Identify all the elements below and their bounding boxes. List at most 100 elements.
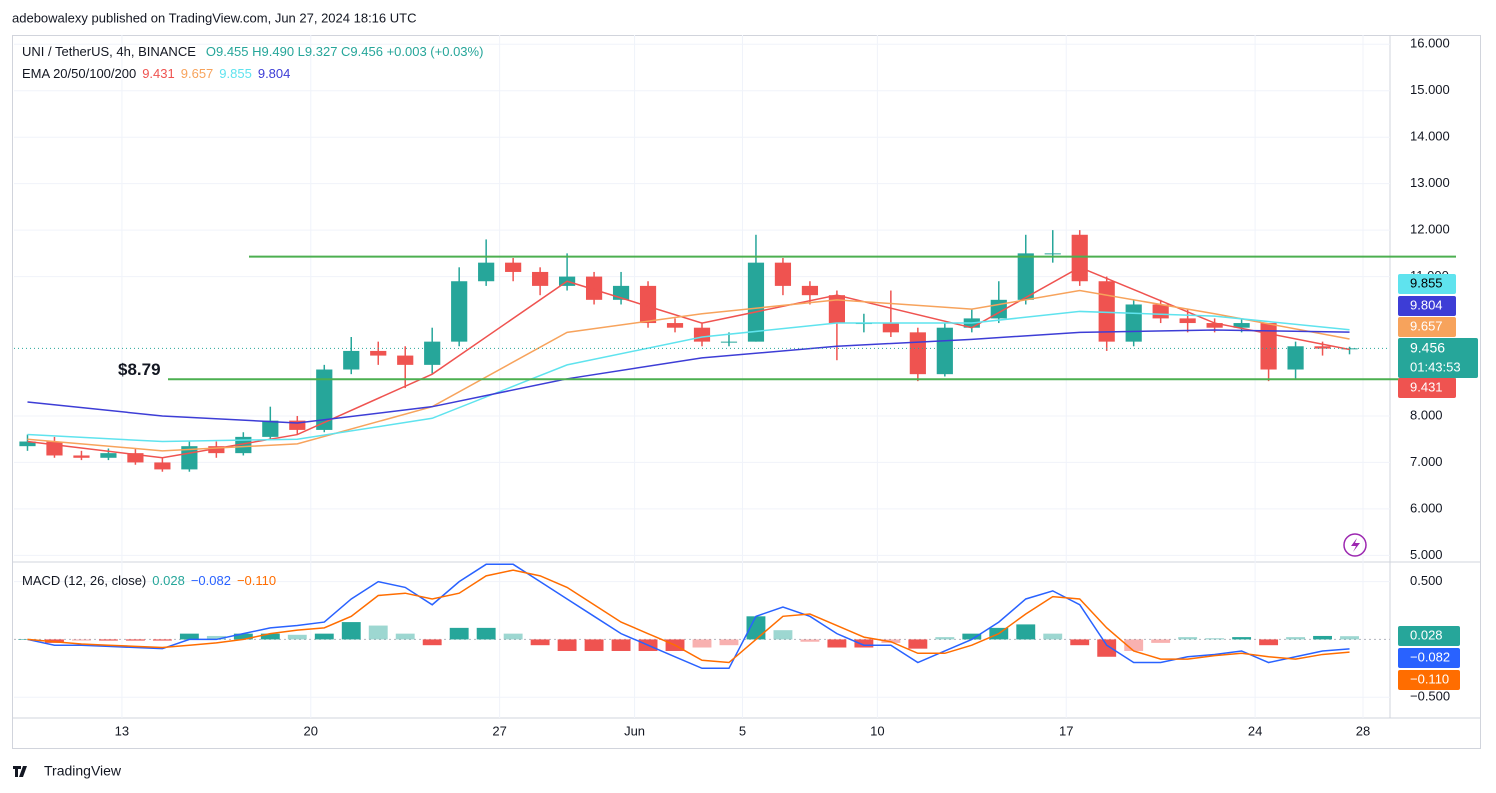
macd-histogram-bar [1151,639,1171,643]
candle-body [639,285,657,324]
macd-histogram-bar [1232,637,1252,640]
candle-body [747,262,765,342]
macd-histogram-bar [935,637,955,640]
candle-body [909,332,926,375]
y-tick-label: 0.500 [1410,573,1443,588]
candle-body [1233,323,1250,328]
candle-body [451,281,468,342]
candle-body [1179,318,1196,324]
candle-body [262,420,279,437]
macd-tag-label: −0.082 [1410,649,1450,664]
y-tick-label: 15.000 [1410,82,1450,97]
macd-tag [1398,648,1460,668]
last-price-tag [1398,338,1478,378]
ema-line [27,266,1350,459]
macd-histogram-bar [1205,638,1225,640]
candle-body [801,285,819,296]
macd-histogram-bar [1124,639,1144,651]
candle-body [370,350,387,356]
macd-histogram-bar [773,630,793,640]
candle-body [127,453,144,463]
candle-body [397,355,414,365]
candle-body [289,420,306,430]
macd-readout: 0.028 [152,573,185,588]
ema-line [27,329,1350,424]
ema-readout: 9.431 [142,66,175,81]
macd-histogram-bar [341,622,361,640]
macd-histogram-bar [125,639,145,641]
y-tick-label: 8.000 [1410,407,1443,422]
symbol: UNI / TetherUS, 4h, BINANCE [22,44,196,59]
candle-body [424,341,441,365]
y-tick-label: 12.000 [1410,222,1450,237]
candle-body [1071,234,1088,282]
macd-histogram-bar [449,627,469,640]
macd-histogram-bar [800,639,820,642]
y-tick-label: 13.000 [1410,175,1450,190]
macd-histogram-bar [476,627,496,640]
macd-histogram-bar [530,639,550,646]
macd-histogram-bar [72,639,91,641]
level-label: $8.79 [118,360,161,379]
macd-histogram-bar [152,639,172,641]
tv-logo [13,766,27,777]
macd-histogram-bar [557,639,577,651]
macd-histogram-bar [719,639,739,646]
y-tick-label: 6.000 [1410,500,1443,515]
macd-histogram-bar [422,639,442,646]
candle-body [1044,253,1061,255]
macd-histogram-bar [368,625,388,640]
grid: 5.0006.0007.0008.00011.00012.00013.00014… [14,35,1450,738]
candle-body [532,271,549,286]
macd-line [27,563,1350,670]
y-tick-label: 16.000 [1410,36,1450,51]
macd-histogram-bar [908,639,928,649]
macd-histogram-bar [287,634,307,640]
macd-histogram-bar [692,639,712,648]
x-tick-label: 20 [304,723,318,738]
macd-line [27,569,1350,664]
ema-title: EMA 20/50/100/200 [22,66,136,81]
alert-icon[interactable] [1343,533,1367,557]
ema-line [27,289,1350,452]
macd-tag-label: 0.028 [1410,627,1443,642]
macd-legend: MACD (12, 26, close) 0.028 −0.082 −0.110 [22,573,276,588]
macd-histogram-bar [206,635,226,640]
macd-histogram-bar [1097,639,1117,657]
macd-tag [1398,626,1460,646]
macd-tag [1398,670,1460,690]
candle-body [720,341,738,343]
macd-histogram-bar [1043,633,1063,640]
ohlc: O9.455 H9.490 L9.327 C9.456 +0.003 (+0.0… [206,44,484,59]
ema-readout: 9.804 [258,66,291,81]
price-tag [1398,317,1456,337]
symbol-title: UNI / TetherUS, 4h, BINANCE O9.455 H9.490… [22,44,483,59]
ema-readout: 9.855 [219,66,252,81]
byline: adebowalexy published on TradingView.com… [12,10,416,25]
macd-histogram-bar [1286,637,1306,640]
macd-readout: −0.082 [191,573,231,588]
candle-body [1206,323,1223,328]
price-tag-label: 9.431 [1410,379,1443,394]
macd-histogram-bar [962,633,982,640]
macd-histogram-bar [854,639,874,648]
alert-bolt [1351,538,1360,552]
macd-histogram-bar [260,633,280,640]
macd-histogram-bar [503,633,523,640]
ema-legend: EMA 20/50/100/200 9.431 9.657 9.855 9.804 [22,66,290,81]
macd-histogram-bar [314,633,334,640]
y-tick-label: 7.000 [1410,454,1443,469]
candle-body [693,327,711,342]
price-tag-label: 9.804 [1410,297,1443,312]
x-tick-label: 10 [870,723,884,738]
x-tick-label: 13 [115,723,129,738]
x-tick-label: 24 [1248,723,1262,738]
y-tick-label: −0.500 [1410,689,1450,704]
ema-line [27,310,1350,443]
candle-body [316,369,333,430]
candle-body [1287,346,1304,370]
macd-histogram-bar [395,633,415,640]
candle-body [208,446,225,454]
